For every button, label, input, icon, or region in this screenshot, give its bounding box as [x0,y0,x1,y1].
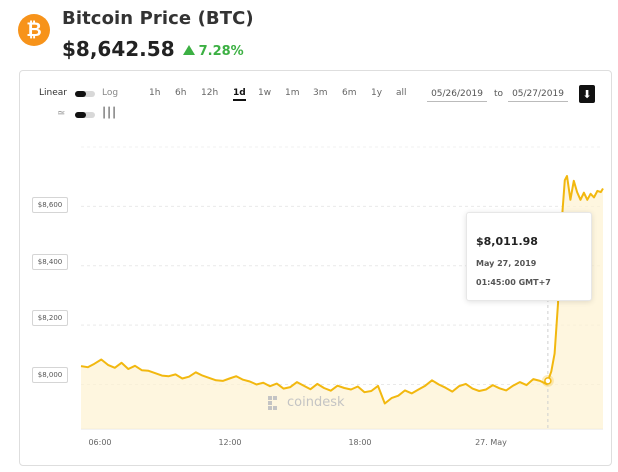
range-12h[interactable]: 12h [201,88,219,98]
scale-linear-label[interactable]: Linear [39,88,67,98]
x-tick-label: 06:00 [88,438,112,447]
date-to-input[interactable] [508,87,568,102]
chart-type-toggle-knob [75,112,86,118]
range-1w[interactable]: 1w [258,88,272,98]
range-1d[interactable]: 1d [233,88,246,101]
price-change: 7.28% [182,43,244,59]
line-chart-icon[interactable]: ≃ [57,108,66,119]
price-change-value: 7.28% [198,43,244,59]
tooltip-price: $8,011.98 [476,235,538,248]
price-tooltip: $8,011.98 May 27, 2019 01:45:00 GMT+7 [466,212,592,301]
date-from-input[interactable] [427,87,487,102]
range-6m[interactable]: 6m [342,88,357,98]
range-6h[interactable]: 6h [175,88,187,98]
up-arrow-icon [182,45,195,55]
chart-type-toggle[interactable] [75,112,95,118]
price-row: $8,642.58 7.28% [62,37,244,61]
to-label: to [494,89,504,99]
download-icon: ⬇ [582,87,592,101]
range-1y[interactable]: 1y [371,88,383,98]
x-tick-label: 18:00 [348,438,372,447]
range-3m[interactable]: 3m [313,88,328,98]
range-1h[interactable]: 1h [149,88,161,98]
y-tick-label: $8,200 [32,310,68,326]
scale-log-label[interactable]: Log [102,88,119,98]
price-chart[interactable] [20,71,611,465]
candlestick-icon[interactable]: ┃┃┃ [101,108,117,119]
range-all[interactable]: all [396,88,407,98]
x-tick-label: 12:00 [218,438,242,447]
download-button[interactable]: ⬇ [579,85,595,103]
price-area [81,176,603,429]
tooltip-date: May 27, 2019 [476,259,537,268]
page-title: Bitcoin Price (BTC) [62,8,254,29]
coindesk-watermark: coindesk [268,395,345,410]
current-price: $8,642.58 [62,37,175,61]
chart-card: Linear Log 1h 6h 12h 1d 1w 1m 3m 6m 1y a… [19,70,612,466]
y-tick-label: $8,400 [32,254,68,270]
hover-point [544,377,552,385]
coindesk-logo-icon [268,395,282,410]
tooltip-time: 01:45:00 GMT+7 [476,278,551,287]
scale-toggle-knob [75,91,86,97]
bitcoin-logo-icon: ₿ [18,14,50,46]
x-tick-label: 27. May [475,438,507,447]
watermark-text: coindesk [287,395,345,410]
y-tick-label: $8,600 [32,197,68,213]
range-1m[interactable]: 1m [285,88,300,98]
scale-toggle[interactable] [75,91,95,97]
y-tick-label: $8,000 [32,367,68,383]
